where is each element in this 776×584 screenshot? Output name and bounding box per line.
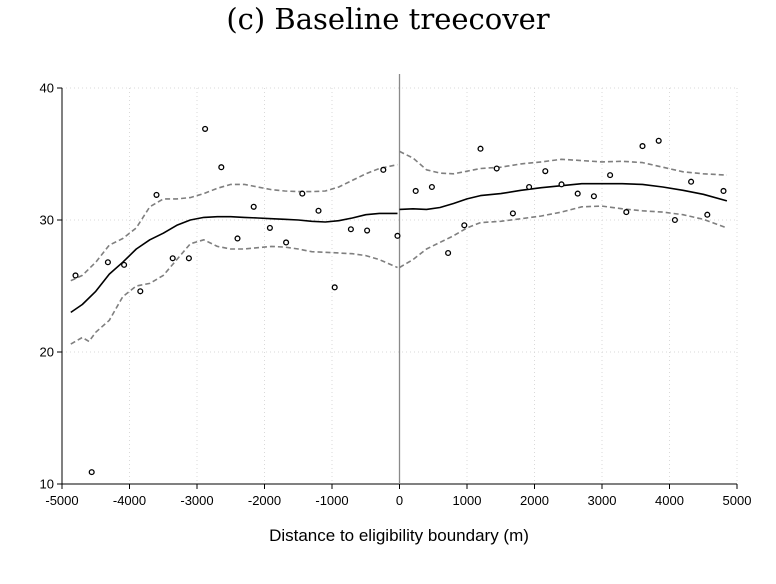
data-points	[72, 125, 727, 476]
data-point	[394, 232, 401, 239]
data-point	[121, 261, 128, 268]
data-point	[558, 181, 565, 188]
data-point	[509, 210, 516, 217]
x-tick-label: 0	[396, 493, 403, 508]
data-point	[185, 255, 192, 262]
data-point	[266, 224, 273, 231]
chart-title: (c) Baseline treecover	[226, 2, 550, 36]
x-tick-label: -1000	[315, 493, 348, 508]
data-point	[412, 187, 419, 195]
x-tick-label: 4000	[655, 493, 684, 508]
y-tick-label: 20	[40, 345, 54, 360]
y-tick-label: 10	[40, 477, 54, 492]
axes: -5000 -4000 -3000 -2000 -1000 0 1000 2000 3000 40…	[40, 81, 752, 509]
x-axis-title: Distance to eligibility boundary (m)	[269, 526, 529, 545]
data-point	[639, 143, 646, 150]
data-point	[380, 166, 387, 173]
x-tick-label: 1000	[453, 493, 482, 508]
ci-line	[399, 150, 727, 176]
data-point	[623, 209, 630, 216]
x-tick-label: -4000	[113, 493, 146, 508]
x-tick-label: -2000	[248, 493, 281, 508]
data-point	[477, 145, 484, 152]
data-point	[364, 227, 371, 234]
data-point	[526, 183, 533, 191]
y-tick-label: 30	[40, 213, 54, 228]
data-point	[283, 239, 290, 246]
data-point	[720, 187, 727, 195]
y-tick-label: 40	[40, 81, 54, 96]
data-point	[607, 172, 614, 179]
ci-line	[70, 239, 398, 345]
data-point	[250, 203, 257, 210]
data-point	[202, 125, 209, 132]
data-point	[234, 235, 241, 242]
x-tick-label: -3000	[180, 493, 213, 508]
data-point	[104, 259, 111, 266]
ci-line	[399, 205, 728, 269]
fit-line	[399, 182, 728, 211]
x-tick-label: 3000	[588, 493, 617, 508]
data-point	[315, 207, 322, 214]
data-point	[655, 137, 662, 144]
x-tick-label: -5000	[45, 493, 78, 508]
data-point	[445, 249, 452, 257]
data-point	[72, 272, 79, 279]
ci-line	[70, 163, 398, 282]
data-point	[299, 190, 306, 197]
data-point	[590, 193, 597, 200]
data-point	[688, 178, 695, 185]
data-point	[671, 216, 678, 224]
data-point	[428, 183, 435, 191]
data-point	[331, 284, 338, 291]
data-point	[137, 288, 144, 295]
data-point	[704, 211, 711, 218]
data-point	[153, 191, 160, 198]
x-tick-label: 5000	[723, 493, 752, 508]
data-point	[493, 165, 500, 172]
data-point	[574, 190, 581, 197]
data-point	[218, 164, 225, 171]
data-point	[347, 226, 354, 233]
data-point	[88, 469, 95, 476]
data-point	[542, 168, 549, 175]
x-tick-label: 2000	[520, 493, 549, 508]
data-point	[169, 255, 176, 262]
data-point	[461, 222, 468, 229]
